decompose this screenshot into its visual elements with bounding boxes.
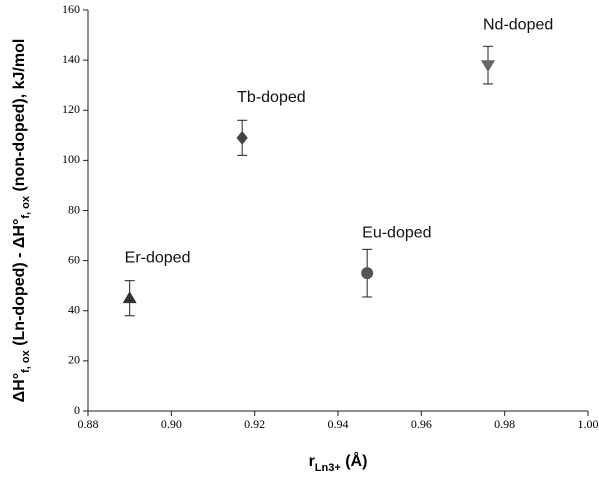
x-axis-label: rLn3+ (Å) bbox=[309, 451, 368, 474]
point bbox=[122, 291, 137, 304]
point-annotation: Tb-doped bbox=[237, 89, 306, 106]
y-tick-label: 160 bbox=[62, 2, 80, 16]
x-axis-label-part: Ln3+ bbox=[315, 462, 341, 474]
y-tick-label: 100 bbox=[62, 152, 80, 166]
y-axis-label-part: (Ln-doped) - ΔH° bbox=[11, 219, 28, 351]
y-tick-label: 80 bbox=[68, 202, 80, 216]
y-axis-label: ΔH°f, ox (Ln-doped) - ΔH°f, ox (non-dope… bbox=[11, 39, 32, 403]
point bbox=[236, 130, 248, 145]
point-annotation: Er-doped bbox=[125, 249, 191, 266]
y-tick-label: 20 bbox=[68, 353, 80, 367]
y-axis-label-part: (non-doped), kJ/mol bbox=[11, 39, 28, 196]
y-tick-label: 60 bbox=[68, 252, 80, 266]
x-tick-label: 0.88 bbox=[78, 417, 99, 431]
point-annotation: Nd-doped bbox=[483, 16, 553, 33]
y-axis-label-part: f, ox bbox=[20, 195, 32, 218]
x-tick-label: 0.94 bbox=[328, 417, 349, 431]
x-tick-label: 0.96 bbox=[411, 417, 432, 431]
x-tick-label: 0.98 bbox=[494, 417, 515, 431]
x-axis-label-part: (Å) bbox=[341, 451, 368, 470]
x-axis-label-part: r bbox=[309, 453, 315, 470]
x-tick-label: 1.00 bbox=[578, 417, 599, 431]
y-axis-label-part: ΔH° bbox=[11, 373, 28, 402]
y-tick-label: 40 bbox=[68, 303, 80, 317]
point bbox=[481, 60, 495, 73]
y-tick-label: 0 bbox=[74, 403, 80, 417]
y-tick-label: 140 bbox=[62, 52, 80, 66]
y-tick-label: 120 bbox=[62, 102, 80, 116]
x-tick-label: 0.90 bbox=[161, 417, 182, 431]
point-annotation: Eu-doped bbox=[362, 224, 431, 241]
y-axis-label-part: f, ox bbox=[20, 349, 32, 372]
point bbox=[361, 267, 374, 280]
x-tick-label: 0.92 bbox=[244, 417, 265, 431]
